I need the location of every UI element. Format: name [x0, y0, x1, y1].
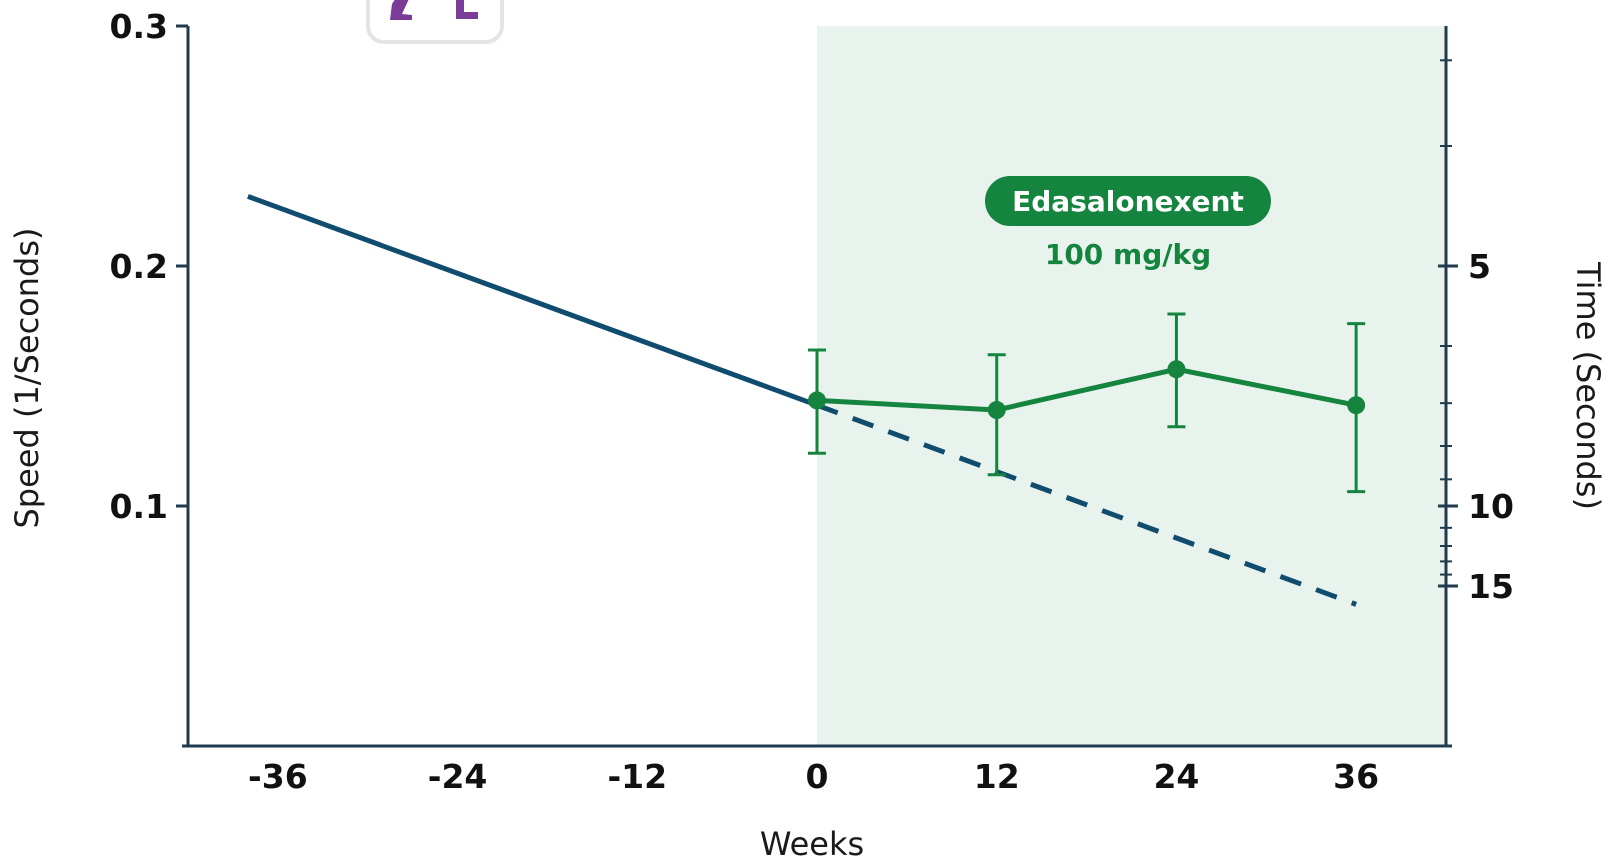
- series-line-0: [247, 194, 818, 408]
- data-point: [808, 391, 826, 410]
- x-tick-label: 12: [974, 757, 1020, 796]
- y2-axis-title: Time (Seconds): [1569, 261, 1607, 510]
- x-tick-label: 36: [1333, 757, 1379, 796]
- series-group: [247, 194, 1366, 607]
- x-tick-label: -24: [428, 757, 488, 796]
- y2-tick-label: 5: [1468, 247, 1491, 286]
- x-tick-label: 0: [806, 757, 829, 796]
- data-point: [987, 401, 1006, 419]
- y-tick-group: 0.1 0.2 0.3: [110, 7, 188, 526]
- y2-tick-label: 10: [1468, 487, 1514, 526]
- y-axis-title: Speed (1/Seconds): [8, 227, 46, 528]
- data-point: [1167, 360, 1186, 379]
- drug-badge-background: [985, 176, 1271, 226]
- series-line-1: [816, 402, 1358, 607]
- y2-tick-group: 5 10 15: [1438, 59, 1514, 606]
- x-axis-title: Weeks: [760, 825, 864, 859]
- y2-tick-label: 15: [1468, 567, 1514, 606]
- drug-badge: Edasalonexent: [985, 176, 1271, 226]
- y-tick-label: 0.3: [110, 7, 168, 46]
- data-point: [1347, 396, 1366, 415]
- x-tick-label: 24: [1153, 757, 1199, 796]
- series-line-2: [816, 366, 1357, 413]
- x-tick-label: -12: [607, 757, 667, 796]
- y-tick-label: 0.2: [110, 247, 168, 286]
- dose-label: 100 mg/kg: [1045, 238, 1211, 271]
- treatment-region: [817, 26, 1446, 746]
- x-tick-label: -36: [248, 757, 308, 796]
- x-tick-group: -36 -24 -12 0 12 24 36: [248, 757, 1379, 796]
- y-tick-label: 0.1: [110, 487, 168, 526]
- walking-figure-icon: [366, 0, 504, 44]
- drug-badge-label: Edasalonexent: [1012, 185, 1244, 218]
